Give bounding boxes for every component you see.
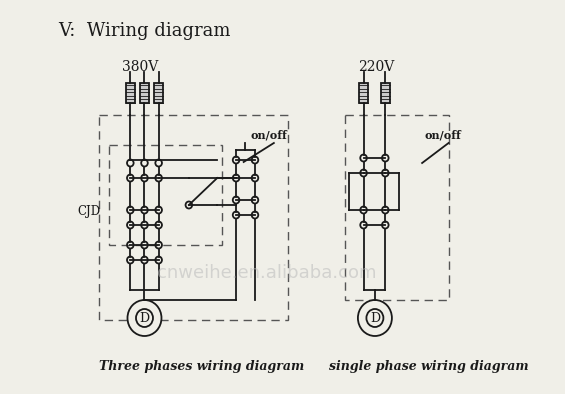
Text: Three phases wiring diagram: Three phases wiring diagram	[99, 360, 305, 373]
Text: single phase wiring diagram: single phase wiring diagram	[329, 360, 528, 373]
Text: D: D	[140, 312, 150, 325]
Circle shape	[358, 300, 392, 336]
Text: 380V: 380V	[121, 60, 158, 74]
Bar	[381, 83, 390, 103]
Circle shape	[128, 300, 162, 336]
Text: V:  Wiring diagram: V: Wiring diagram	[59, 22, 231, 40]
Text: on/off: on/off	[425, 130, 462, 141]
Bar	[108, 145, 222, 245]
Bar	[99, 115, 288, 320]
Bar	[359, 83, 368, 103]
Text: D: D	[370, 312, 380, 325]
Bar	[125, 83, 135, 103]
Text: 220V: 220V	[358, 60, 394, 74]
Text: cnweihe.en.alibaba.com: cnweihe.en.alibaba.com	[158, 264, 377, 282]
Text: CJD: CJD	[77, 205, 101, 218]
Bar	[154, 83, 163, 103]
Bar	[140, 83, 149, 103]
Text: on/off: on/off	[250, 130, 287, 141]
Bar	[345, 115, 449, 300]
